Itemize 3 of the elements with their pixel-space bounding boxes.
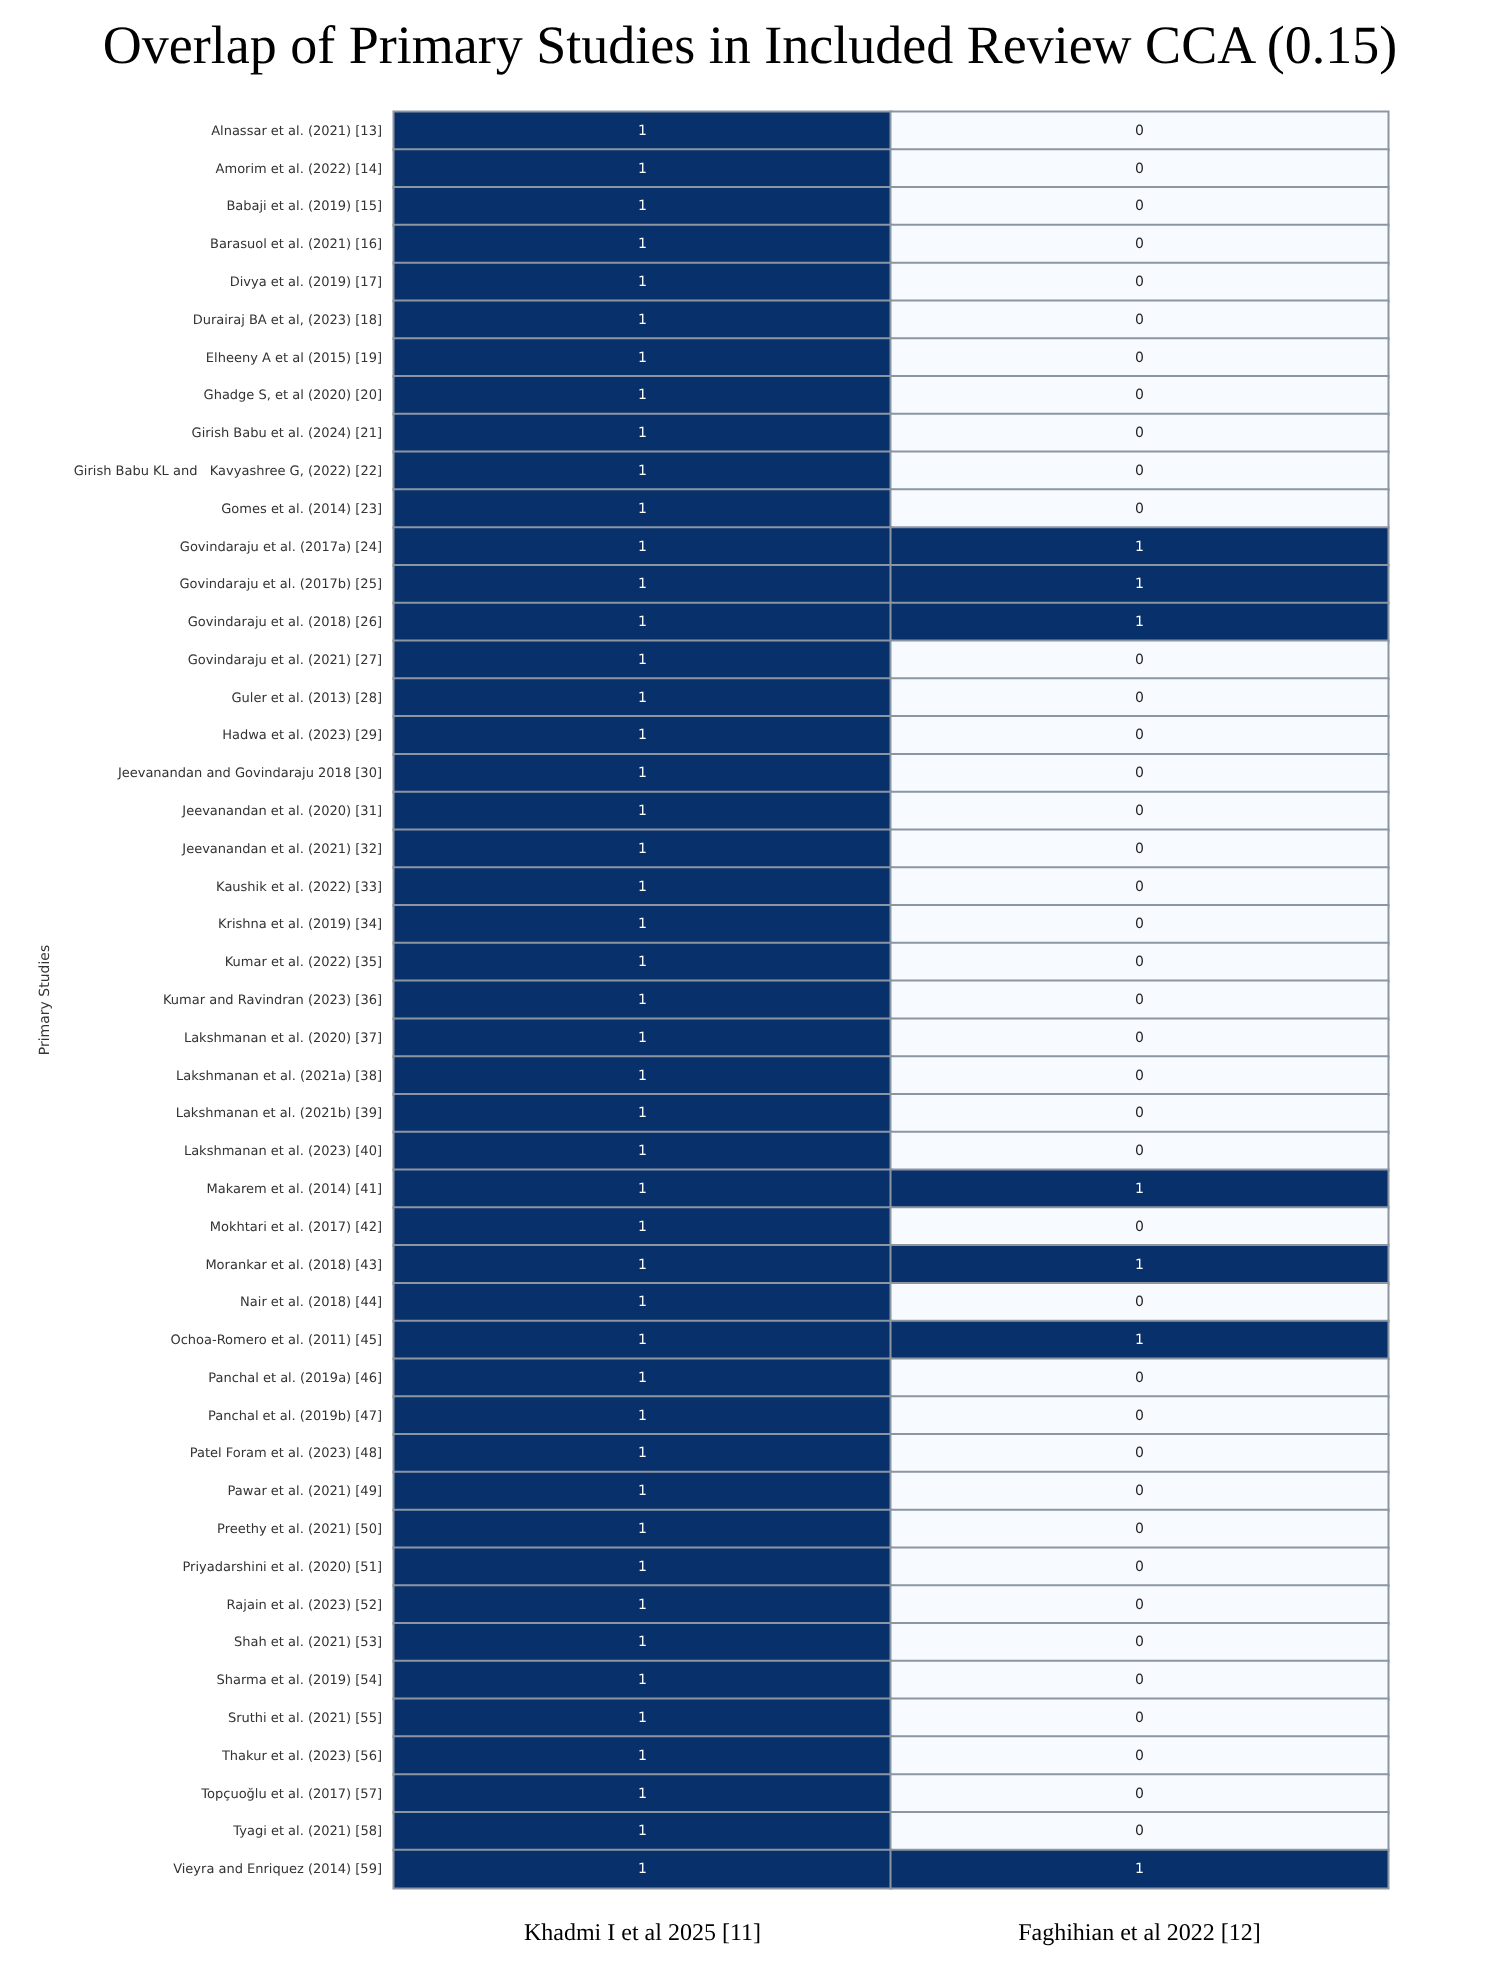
- x-tick-label: Khadmi I et al 2025 [11]: [523, 1918, 762, 1946]
- x-tick-label: Faghihian et al 2022 [12]: [1018, 1918, 1261, 1946]
- chart-title: Overlap of Primary Studies in Included Review CCA (0.15): [102, 15, 1398, 75]
